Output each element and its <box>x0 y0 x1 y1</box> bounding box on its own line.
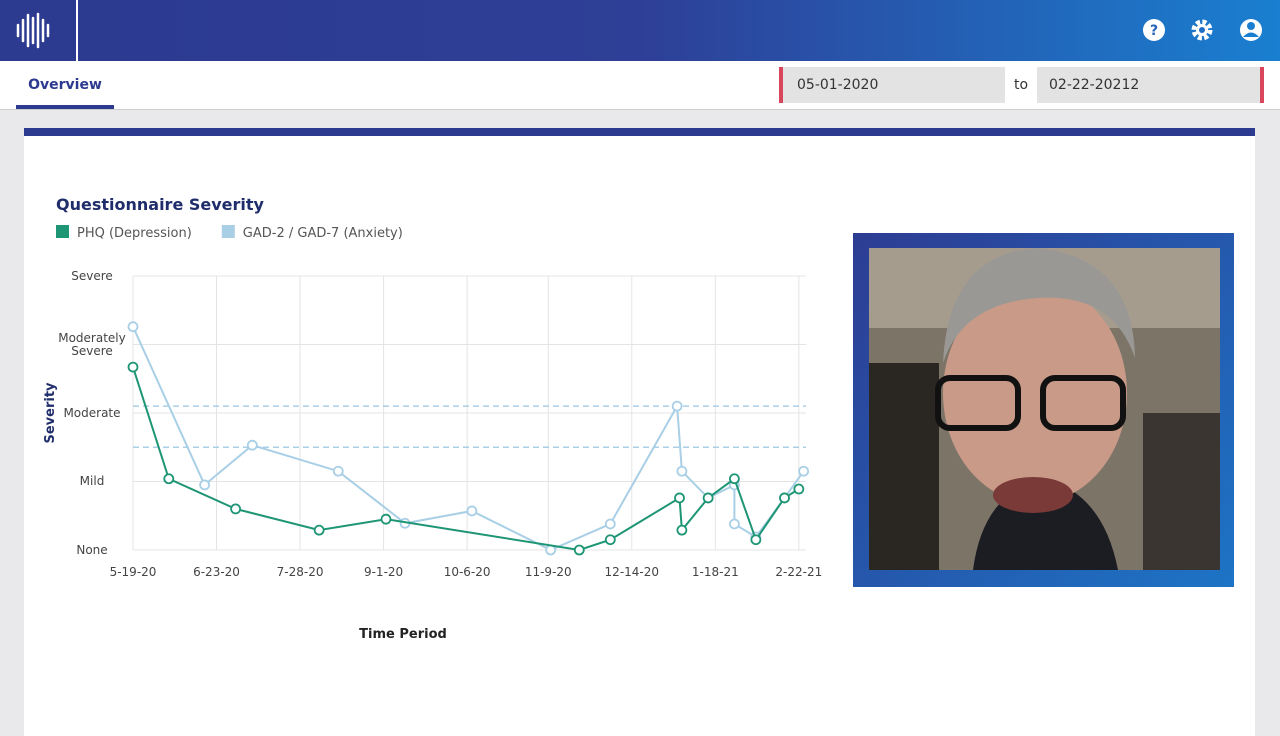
legend-label: GAD-2 / GAD-7 (Anxiety) <box>243 226 403 241</box>
data-point <box>750 534 762 546</box>
y-tick-label: None <box>76 542 108 557</box>
data-point <box>793 483 805 495</box>
logo-icon <box>16 12 50 49</box>
account-icon[interactable] <box>1240 19 1262 41</box>
x-tick-label: 11-9-20 <box>525 565 572 579</box>
date-separator: to <box>1014 77 1029 93</box>
data-point <box>729 518 740 530</box>
overview-tab[interactable]: Overview <box>16 61 114 109</box>
video-feed <box>853 233 1234 587</box>
y-axis-label: Severity <box>43 382 58 444</box>
x-tick-label: 9-1-20 <box>364 565 403 579</box>
series-line <box>132 326 805 552</box>
legend-label: PHQ (Depression) <box>77 226 192 241</box>
data-point <box>702 492 714 504</box>
settings-icon[interactable] <box>1191 19 1213 41</box>
y-tick-label: Moderate <box>63 405 121 420</box>
y-tick-label: Mild <box>79 474 105 488</box>
legend-swatch <box>221 225 235 238</box>
data-point <box>729 473 740 485</box>
data-point <box>573 544 585 556</box>
x-tick-label: 6-23-20 <box>193 565 240 579</box>
legend-swatch <box>56 225 69 238</box>
logo[interactable] <box>0 0 78 61</box>
svg-text:?: ? <box>1150 23 1158 39</box>
series-line <box>132 366 800 552</box>
x-tick-label: 1-18-21 <box>692 565 739 579</box>
data-point <box>163 473 175 485</box>
data-point <box>674 492 685 504</box>
data-point <box>199 479 210 491</box>
data-point <box>246 439 258 451</box>
video-frame <box>869 248 1220 570</box>
data-point <box>332 465 344 477</box>
chart-title: Questionnaire Severity <box>56 195 265 214</box>
chart: Questionnaire Severity Time Period Sever… <box>43 195 822 642</box>
data-point <box>604 534 616 546</box>
x-axis-label: Time Period <box>359 627 447 642</box>
date-from[interactable]: 05-01-2020 <box>779 67 1005 103</box>
data-point <box>127 321 139 333</box>
data-point <box>380 513 392 525</box>
data-point <box>798 465 810 477</box>
data-point <box>604 518 616 530</box>
tab-bar: Overview 05-01-2020 to 02-22-20212 <box>0 61 1280 110</box>
y-tick-label: Severe <box>71 268 113 283</box>
x-tick-label: 7-28-20 <box>277 565 324 579</box>
header-icons: ? <box>1143 19 1262 41</box>
data-point <box>466 505 478 517</box>
header: ? <box>0 0 1280 61</box>
data-point <box>779 492 790 504</box>
help-icon[interactable]: ? <box>1143 19 1165 41</box>
y-tick-label: Moderately Severe <box>58 330 126 358</box>
data-point <box>676 524 688 536</box>
date-to[interactable]: 02-22-20212 <box>1037 67 1264 103</box>
data-point <box>127 361 139 373</box>
data-point <box>671 400 683 412</box>
x-tick-label: 2-22-21 <box>775 565 822 579</box>
x-tick-label: 5-19-20 <box>110 565 157 579</box>
data-point <box>676 465 688 477</box>
x-tick-label: 10-6-20 <box>444 565 491 579</box>
x-tick-label: 12-14-20 <box>605 565 659 579</box>
data-point <box>313 524 325 536</box>
data-point <box>230 503 242 515</box>
